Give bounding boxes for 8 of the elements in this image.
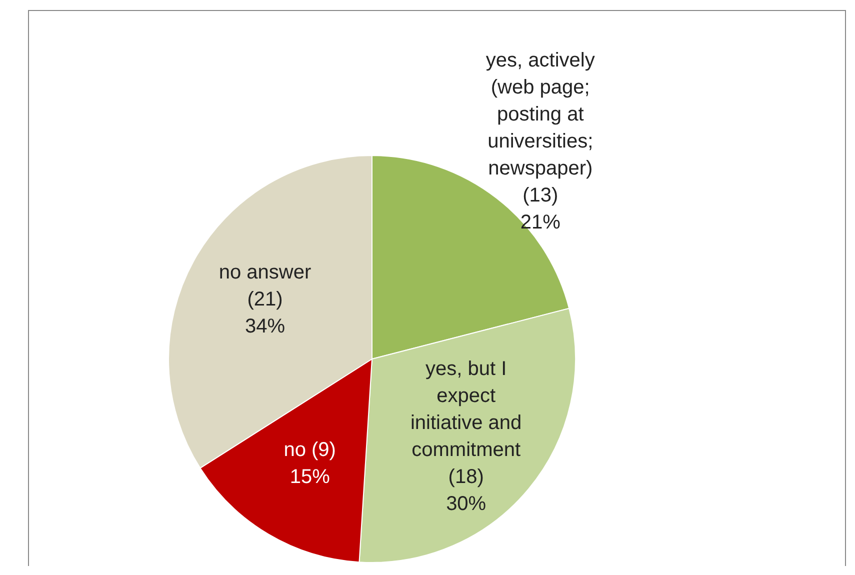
data-label: 30% (446, 492, 486, 515)
data-label: 21% (520, 211, 561, 234)
slice-label: no (9) (284, 439, 336, 462)
slice-label: yes, but I expect initiative and commitment (18) (410, 358, 522, 488)
slice-label: no answer (21) (218, 262, 312, 311)
data-label: 15% (290, 466, 330, 488)
data-label: 34% (244, 316, 286, 338)
slice-label: yes, actively (web page; posting at universities; newspaper) (13) (486, 49, 595, 206)
